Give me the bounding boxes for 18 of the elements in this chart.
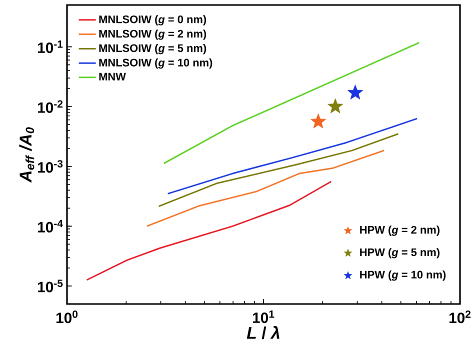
legend-label: MNLSOIW (g = 0 nm) [99,15,206,26]
y-axis-title: A$_{eff}$ /A$_{0}$ [19,127,34,183]
y-tick-label: 10$^{-3}$ [38,160,63,173]
legend-label: MNW [99,72,126,80]
x-tick-label: 10$^{2}$ [449,310,471,324]
y-tick-label: 10$^{-1}$ [38,40,63,54]
legend-label: MNLSOIW (g = 2 nm) [99,30,206,40]
legend-label: MNLSOIW (g = 10 nm) [99,58,212,69]
legend-label: MNLSOIW (g = 5 nm) [99,44,206,54]
y-tick-label: 10$^{-5}$ [38,280,63,292]
legend-label: HPW (g = 5 nm) [360,248,440,258]
legend-label: HPW (g = 10 nm) [360,270,446,281]
x-axis-title: L / λ [246,326,280,340]
y-tick-label: 10$^{-4}$ [38,220,63,232]
y-tick-label: 10$^{-2}$ [38,100,63,113]
x-tick-label: 10$^{1}$ [252,310,274,324]
legend-label: HPW (g = 2 nm) [360,226,440,236]
x-tick-label: 10$^{0}$ [56,310,78,324]
